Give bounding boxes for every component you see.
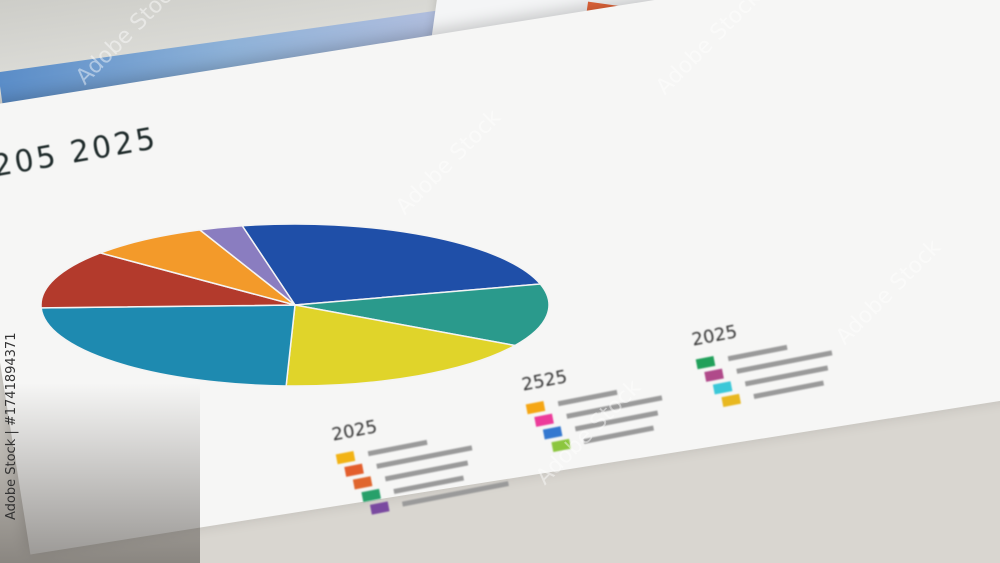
pie-slice xyxy=(285,304,518,387)
pie-slice xyxy=(97,229,296,306)
pie-chart xyxy=(40,223,550,387)
shadow xyxy=(0,383,200,563)
pie-slice xyxy=(40,252,296,309)
pie-slice xyxy=(40,304,296,387)
pie-slice xyxy=(240,223,542,306)
pie-slice xyxy=(294,283,550,347)
pie-slice xyxy=(197,224,296,306)
stock-id: Adobe Stock | #1741894371 xyxy=(4,332,19,520)
legend-swatch xyxy=(369,501,390,515)
